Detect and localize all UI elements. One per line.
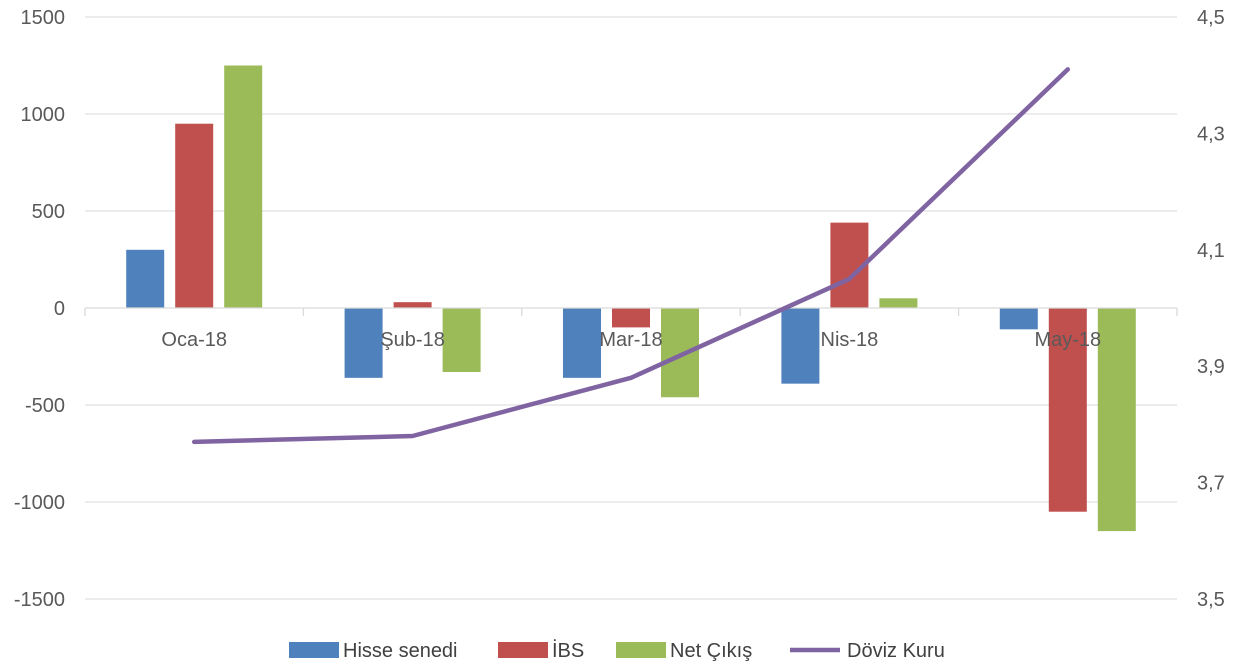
legend-swatch bbox=[289, 642, 339, 658]
bar-hisse-senedi-0 bbox=[126, 249, 165, 308]
bar-net-k-0 bbox=[224, 65, 263, 308]
legend-label: Hisse senedi bbox=[343, 640, 458, 662]
bar-i-bs-1 bbox=[393, 302, 432, 308]
bar-i-bs-0 bbox=[175, 123, 214, 308]
left-axis-tick-label: 1500 bbox=[21, 7, 66, 29]
category-label: Mar-18 bbox=[599, 329, 662, 351]
legend-label: İBS bbox=[552, 639, 584, 662]
bar-hisse-senedi-2 bbox=[563, 308, 601, 378]
legend-item: İBS bbox=[498, 639, 584, 662]
bar-net-k-1 bbox=[442, 308, 481, 373]
left-axis-tick-label: -1500 bbox=[14, 589, 65, 611]
bar-net-k-2 bbox=[661, 308, 699, 398]
bar-hisse-senedi-1 bbox=[344, 308, 383, 378]
right-axis-tick-label: 4,1 bbox=[1197, 240, 1225, 262]
right-axis-ticks: 4,5 4,3 4,1 3,9 3,7 3,5 bbox=[1197, 7, 1225, 611]
bars bbox=[126, 65, 1136, 532]
left-axis-tick-label: 1000 bbox=[21, 104, 66, 126]
zero-axis bbox=[84, 307, 1178, 316]
left-axis-tick-label: -1000 bbox=[14, 492, 65, 514]
category-label: Şub-18 bbox=[380, 329, 445, 351]
legend-label: Döviz Kuru bbox=[847, 640, 945, 662]
legend-label: Net Çıkış bbox=[670, 640, 752, 662]
left-axis-ticks: 1500 1000 500 0 -500 -1000 -1500 bbox=[14, 7, 65, 611]
line-series bbox=[191, 67, 1071, 445]
left-axis-tick-label: 0 bbox=[54, 298, 65, 320]
right-axis-tick-label: 3,7 bbox=[1197, 473, 1225, 495]
legend-item: Hisse senedi bbox=[289, 640, 458, 662]
category-labels: Oca-18 Şub-18 Mar-18 Nis-18 May-18 bbox=[161, 329, 1101, 351]
bar-net-k-3 bbox=[879, 298, 918, 308]
right-axis-tick-label: 4,5 bbox=[1197, 7, 1225, 29]
right-axis-tick-label: 3,5 bbox=[1197, 589, 1225, 611]
right-axis-tick-label: 3,9 bbox=[1197, 356, 1225, 378]
category-label: Nis-18 bbox=[821, 329, 879, 351]
bar-hisse-senedi-3 bbox=[781, 308, 820, 384]
bar-net-k-4 bbox=[1097, 308, 1136, 532]
legend-swatch bbox=[616, 642, 666, 658]
category-label: May-18 bbox=[1034, 329, 1101, 351]
legend: Hisse senedi İBS Net Çıkış Döviz Kuru bbox=[289, 639, 945, 662]
left-axis-tick-label: -500 bbox=[25, 395, 65, 417]
category-label: Oca-18 bbox=[161, 329, 227, 351]
legend-item: Net Çıkış bbox=[616, 640, 752, 662]
line-doviz-kuru bbox=[191, 67, 1071, 445]
legend-item: Döviz Kuru bbox=[790, 640, 945, 662]
gridlines bbox=[85, 16, 1177, 600]
bar-hisse-senedi-4 bbox=[999, 308, 1038, 330]
left-axis-tick-label: 500 bbox=[32, 201, 65, 223]
bar-i-bs-2 bbox=[612, 308, 650, 328]
right-axis-tick-label: 4,3 bbox=[1197, 123, 1225, 145]
bar-i-bs-4 bbox=[1048, 308, 1087, 512]
legend-swatch bbox=[498, 642, 548, 658]
